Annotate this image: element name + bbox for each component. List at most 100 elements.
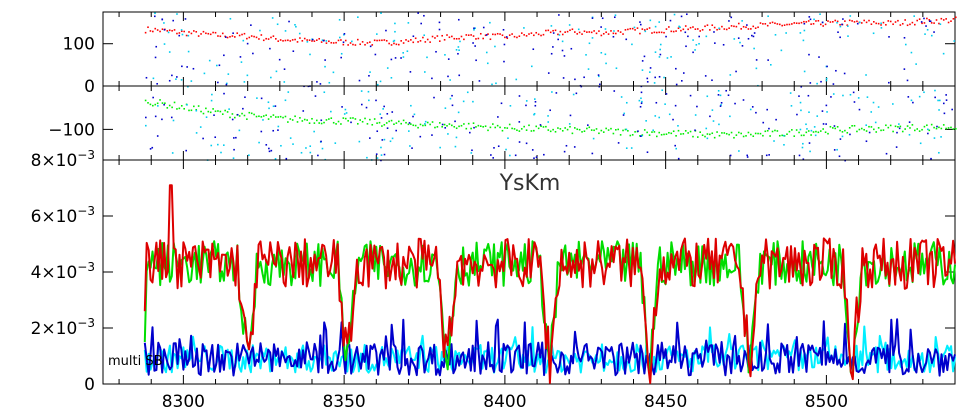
data-point: [525, 35, 528, 37]
data-point: [438, 40, 441, 42]
data-point: [704, 25, 706, 28]
data-point: [729, 154, 732, 157]
data-point: [820, 80, 822, 83]
data-point: [858, 108, 861, 111]
data-point: [451, 124, 453, 127]
data-point: [660, 31, 663, 34]
data-point: [226, 111, 229, 113]
data-point: [270, 149, 273, 152]
data-point: [152, 30, 154, 33]
data-point: [640, 102, 643, 105]
data-point: [502, 28, 505, 31]
data-point: [159, 30, 161, 33]
data-point: [778, 23, 781, 26]
data-point: [294, 23, 296, 26]
data-point: [465, 127, 468, 130]
data-point: [692, 51, 694, 54]
data-point: [911, 21, 914, 24]
data-point: [847, 25, 849, 27]
data-point: [154, 12, 156, 15]
data-point: [824, 23, 827, 26]
data-point: [914, 129, 916, 132]
data-point: [193, 105, 195, 108]
data-point: [550, 25, 553, 27]
data-point: [839, 129, 841, 132]
data-point: [356, 38, 359, 41]
data-point: [412, 115, 414, 118]
data-point: [525, 100, 528, 102]
data-point: [419, 123, 422, 126]
data-point: [386, 67, 389, 69]
data-point: [393, 39, 396, 42]
data-point: [930, 34, 933, 37]
data-point: [769, 22, 771, 24]
data-point: [539, 124, 542, 126]
data-point: [813, 18, 815, 21]
data-point: [243, 114, 246, 117]
data-point: [741, 45, 744, 47]
data-point: [648, 27, 651, 29]
data-point: [868, 125, 870, 128]
y-tick-label: 100: [63, 35, 95, 55]
data-point: [711, 132, 714, 135]
data-point: [207, 32, 210, 35]
data-point: [434, 37, 436, 39]
data-point: [202, 30, 205, 33]
data-point: [803, 22, 806, 25]
data-point: [709, 133, 711, 136]
data-point: [156, 29, 159, 31]
data-point: [246, 37, 248, 40]
data-point: [925, 25, 927, 27]
data-point: [793, 135, 796, 137]
data-point: [173, 101, 176, 104]
data-point: [316, 119, 318, 122]
data-point: [620, 96, 623, 98]
data-point: [776, 23, 779, 25]
data-point: [571, 132, 574, 135]
data-point: [376, 33, 378, 35]
data-point: [933, 31, 935, 33]
data-point: [906, 24, 909, 27]
data-point: [320, 119, 323, 122]
data-point: [436, 126, 439, 128]
data-point: [923, 125, 926, 128]
data-point: [924, 33, 926, 35]
data-point: [856, 20, 858, 23]
data-point: [342, 43, 345, 46]
data-point: [659, 48, 661, 51]
data-point: [865, 21, 868, 24]
data-point: [388, 42, 390, 45]
data-point: [282, 40, 284, 42]
data-point: [457, 111, 460, 114]
data-point: [197, 105, 200, 107]
data-point: [675, 67, 677, 70]
data-point: [730, 131, 733, 134]
data-point: [311, 40, 313, 42]
data-point: [494, 33, 497, 36]
data-point: [837, 31, 839, 34]
data-point: [687, 28, 689, 31]
data-point: [547, 72, 550, 74]
data-point: [520, 32, 523, 34]
data-point: [805, 21, 808, 23]
data-point: [474, 27, 476, 29]
y-tick-label: 0: [84, 375, 95, 395]
data-point: [841, 131, 844, 133]
data-point: [410, 39, 412, 41]
data-point: [503, 60, 505, 63]
data-point: [545, 125, 547, 128]
data-point: [180, 79, 183, 81]
data-point: [379, 80, 382, 83]
data-point: [485, 51, 488, 54]
data-point: [473, 27, 475, 30]
data-point: [857, 97, 860, 99]
data-point: [646, 77, 649, 80]
data-point: [558, 34, 561, 36]
data-point: [923, 22, 926, 24]
data-point: [807, 20, 810, 22]
data-point: [728, 133, 730, 136]
data-point: [395, 43, 398, 46]
data-point: [340, 52, 343, 55]
data-point: [706, 24, 709, 26]
data-point: [615, 129, 617, 131]
